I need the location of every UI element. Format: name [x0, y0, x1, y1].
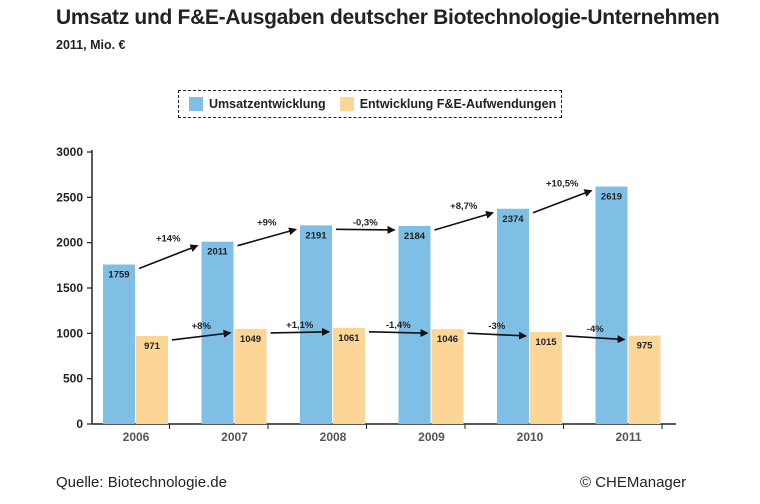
data-label: 1061 [338, 333, 360, 344]
bar-umsatz [595, 186, 628, 424]
growth-arrow [335, 225, 396, 234]
y-tick-label: 1500 [56, 281, 83, 295]
data-label: 1049 [240, 334, 261, 345]
growth-arrow [171, 329, 232, 341]
y-tick-label: 2000 [56, 236, 83, 250]
chart-legend: Umsatzentwicklung Entwicklung F&E-Aufwen… [178, 90, 562, 118]
bar-fue [234, 328, 267, 424]
growth-arrow [434, 210, 494, 231]
growth-label: -1,4% [386, 320, 411, 331]
legend-swatch-fue [339, 97, 354, 111]
data-label: 1759 [108, 270, 129, 281]
bar-fue [628, 335, 661, 424]
growth-label: +1,1% [286, 320, 314, 331]
bar-chart: 0 500 1000 1500 2000 2500 3000 1759 971 2006 2011… [56, 145, 676, 444]
x-tick-label: 2007 [221, 430, 248, 444]
y-tick-label: 1000 [56, 326, 83, 340]
growth-arrow [237, 227, 297, 247]
legend-label-umsatz: Umsatzentwicklung [209, 97, 326, 111]
bar-umsatz [398, 225, 431, 424]
data-label: 2011 [207, 247, 228, 258]
data-label: 2184 [404, 231, 426, 242]
x-tick-label: 2006 [123, 430, 150, 444]
growth-arrow [532, 189, 593, 214]
data-label: 2619 [601, 192, 622, 203]
growth-arrow [368, 329, 429, 337]
data-label: 1015 [535, 337, 557, 348]
bar-umsatz [300, 225, 332, 424]
y-tick-label: 3000 [56, 145, 83, 159]
source-note: Quelle: Biotechnologie.de [56, 474, 227, 491]
y-tick-label: 0 [76, 417, 83, 431]
bar-fue [136, 335, 168, 424]
legend-label-fue: Entwicklung F&E-Aufwendungen [359, 97, 557, 111]
copyright-note: © CHEManager [580, 474, 687, 491]
growth-label: +14% [156, 234, 181, 245]
data-label: 2374 [502, 214, 524, 225]
x-tick-label: 2009 [418, 430, 445, 444]
chart-subtitle: 2011, Mio. € [56, 38, 126, 52]
growth-label: +9% [257, 217, 277, 228]
data-label: 971 [144, 341, 161, 352]
bar-umsatz [497, 208, 529, 424]
growth-arrow [565, 335, 626, 344]
x-tick-label: 2010 [517, 430, 544, 444]
growth-label: +8% [192, 321, 212, 332]
chart-title: Umsatz und F&E-Ausgaben deutscher Biotec… [56, 6, 720, 29]
legend-item-fue: Entwicklung F&E-Aufwendungen [339, 97, 557, 111]
growth-label: -0,3% [353, 217, 378, 228]
growth-label: -4% [587, 324, 604, 335]
growth-label: +8,7% [450, 201, 478, 212]
growth-arrow [138, 244, 199, 270]
data-label: 2191 [305, 230, 327, 241]
x-tick-label: 2011 [615, 430, 641, 444]
growth-arrow [467, 331, 527, 340]
legend-item-umsatz: Umsatzentwicklung [189, 97, 326, 111]
y-tick-label: 500 [63, 372, 83, 386]
bar-fue [530, 331, 562, 424]
bar-umsatz [103, 264, 135, 424]
data-label: 1046 [437, 334, 458, 345]
growth-arrow [270, 327, 330, 336]
bar-fue [431, 329, 464, 424]
growth-label: +10,5% [546, 179, 579, 190]
x-tick-label: 2008 [320, 430, 347, 444]
growth-label: -3% [488, 321, 505, 332]
bar-fue [333, 327, 365, 424]
data-label: 975 [637, 341, 654, 352]
legend-swatch-umsatz [189, 97, 203, 111]
y-tick-label: 2500 [56, 190, 83, 204]
